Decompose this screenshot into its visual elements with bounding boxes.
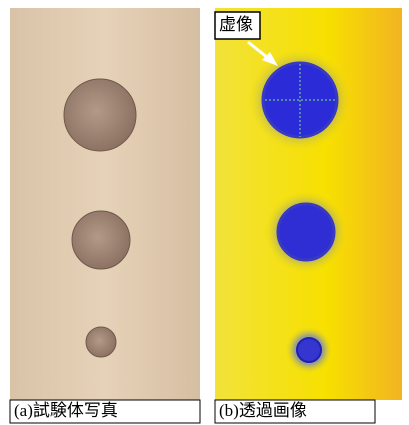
coin-large: [64, 79, 136, 151]
blue-disk-medium: [278, 204, 334, 260]
blue-disk-small: [297, 338, 321, 362]
coin-medium: [72, 211, 130, 269]
figure: (a)試験体写真 虚像 (b)透過画像: [0, 0, 409, 425]
photo-panel: (a)試験体写真: [10, 8, 200, 423]
caption: (b)透過画像: [219, 401, 307, 420]
annotation: 虚像: [219, 15, 253, 34]
caption: (a)試験体写真: [14, 401, 118, 420]
coin-small: [86, 327, 116, 357]
transmission-panel: 虚像 (b)透過画像: [215, 8, 402, 423]
